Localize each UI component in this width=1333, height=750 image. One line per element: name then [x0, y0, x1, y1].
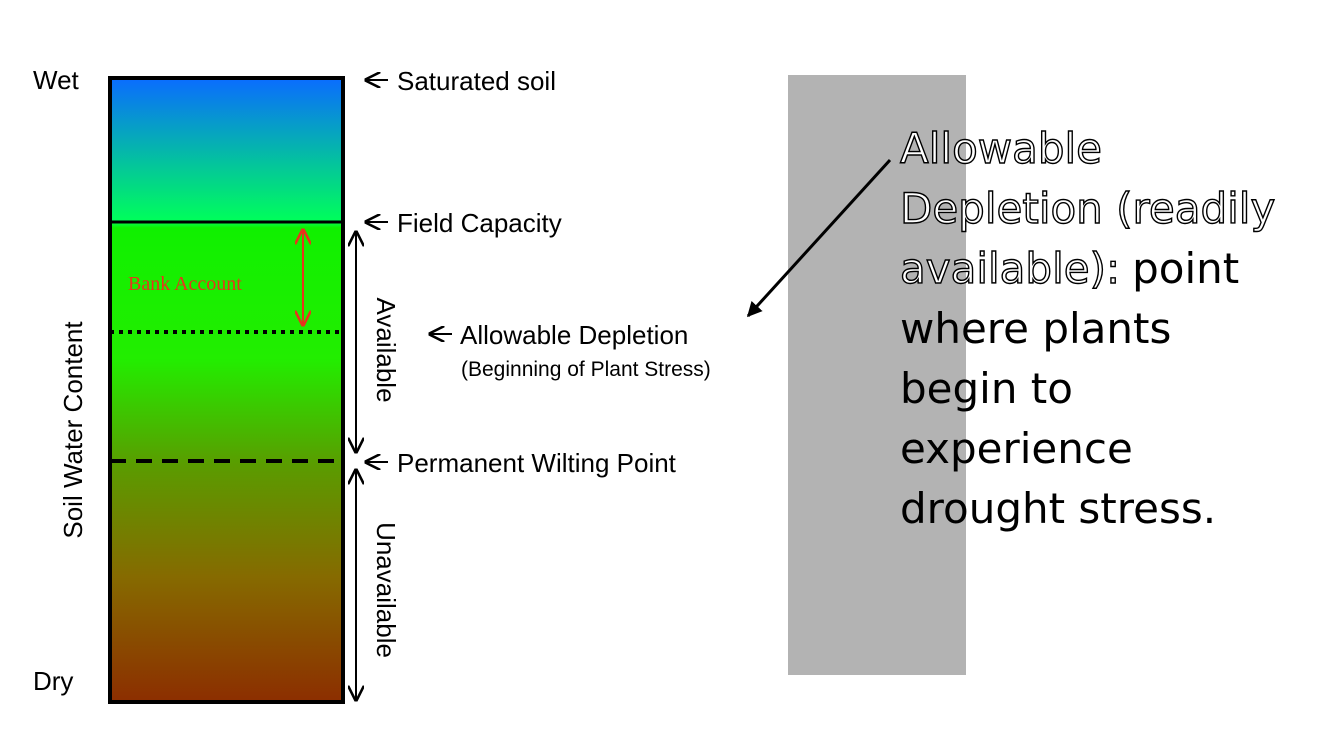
- callout-body: drought stress.: [900, 484, 1216, 533]
- level-label: Allowable Depletion: [460, 320, 688, 350]
- callout-line: Depletion (readily: [900, 184, 1275, 233]
- callout-body: point: [1132, 244, 1239, 293]
- level-label: Saturated soil: [397, 66, 556, 96]
- callout-text: Allowable Depletion (readily available): po…: [899, 123, 1276, 533]
- callout-term: Allowable: [900, 124, 1102, 173]
- level-label: Field Capacity: [397, 208, 562, 238]
- zone-label: Available: [371, 297, 401, 402]
- callout-line: available): point: [900, 244, 1239, 293]
- zone-label: Unavailable: [371, 522, 401, 658]
- callout-body: begin to: [900, 364, 1073, 413]
- wet-label: Wet: [33, 65, 80, 95]
- callout-body: experience: [900, 424, 1133, 473]
- level-label: Permanent Wilting Point: [397, 448, 677, 478]
- bank-account: Bank Account: [128, 273, 242, 295]
- callout-line: Allowable: [900, 124, 1102, 173]
- callout-body: where plants: [900, 304, 1171, 353]
- level-note: (Beginning of Plant Stress): [461, 358, 711, 381]
- callout-term: Depletion (readily: [900, 184, 1275, 233]
- axis-label: Soil Water Content: [58, 321, 88, 539]
- dry-label: Dry: [33, 666, 73, 696]
- callout-term: available):: [900, 244, 1120, 293]
- soil-column: [108, 76, 345, 704]
- callout-arrow: [746, 158, 892, 318]
